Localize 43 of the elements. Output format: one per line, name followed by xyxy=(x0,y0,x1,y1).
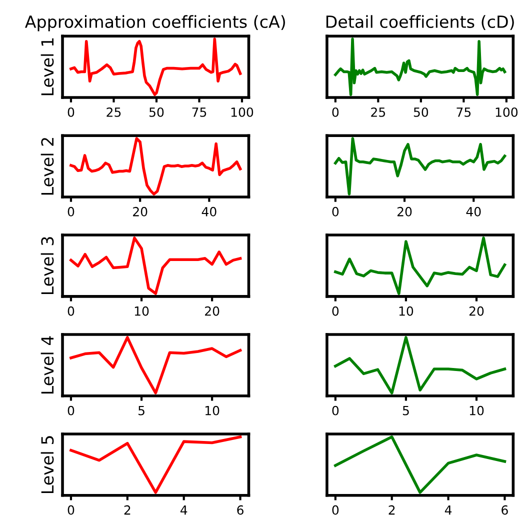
x-tick-label: 100 xyxy=(231,107,254,117)
y-axis-title: Level 4 xyxy=(40,336,54,394)
x-tick-label: 50 xyxy=(150,107,164,117)
x-tick-label: 6 xyxy=(237,505,244,515)
chart-title: Detail coefficients (cD) xyxy=(326,15,514,30)
x-tick-label: 0 xyxy=(332,406,339,416)
x-tick-label: 0 xyxy=(332,505,339,515)
x-tick-label: 10 xyxy=(134,306,149,316)
x-tick-label: 2 xyxy=(124,505,130,515)
x-tick-label: 20 xyxy=(469,306,484,316)
x-tick-label: 0 xyxy=(332,206,339,216)
y-axis-title: Level 5 xyxy=(40,436,54,493)
x-tick-label: 0 xyxy=(68,107,74,117)
x-tick-label: 4 xyxy=(444,505,452,515)
x-tick-label: 0 xyxy=(68,505,74,515)
y-axis-title: Level 1 xyxy=(40,38,54,96)
x-tick-label: 5 xyxy=(138,406,144,416)
x-tick-label: 25 xyxy=(106,107,121,117)
x-tick-label: 5 xyxy=(402,406,409,416)
x-tick-label: 20 xyxy=(397,206,412,216)
x-tick-label: 10 xyxy=(470,406,484,416)
x-tick-label: 10 xyxy=(205,406,220,416)
x-tick-label: 10 xyxy=(399,306,414,316)
x-tick-label: 75 xyxy=(192,108,206,117)
x-tick-label: 2 xyxy=(388,505,395,515)
x-tick-label: 4 xyxy=(180,505,188,515)
x-tick-label: 0 xyxy=(68,206,74,216)
x-tick-label: 75 xyxy=(456,108,471,117)
x-tick-label: 0 xyxy=(332,107,339,117)
y-axis-title: Level 2 xyxy=(40,138,54,195)
x-tick-label: 0 xyxy=(68,406,74,416)
x-tick-label: 40 xyxy=(466,206,481,216)
x-tick-label: 50 xyxy=(414,107,428,117)
x-tick-label: 40 xyxy=(202,206,216,216)
x-tick-label: 20 xyxy=(133,206,148,216)
x-tick-label: 20 xyxy=(205,306,220,316)
y-axis-title: Level 3 xyxy=(40,237,54,294)
x-tick-label: 0 xyxy=(332,306,339,316)
x-tick-label: 0 xyxy=(68,306,74,316)
chart-title: Approximation coefficients (cA) xyxy=(24,15,285,32)
x-tick-label: 25 xyxy=(371,107,386,117)
x-tick-label: 100 xyxy=(496,107,518,117)
x-tick-label: 6 xyxy=(502,505,508,515)
